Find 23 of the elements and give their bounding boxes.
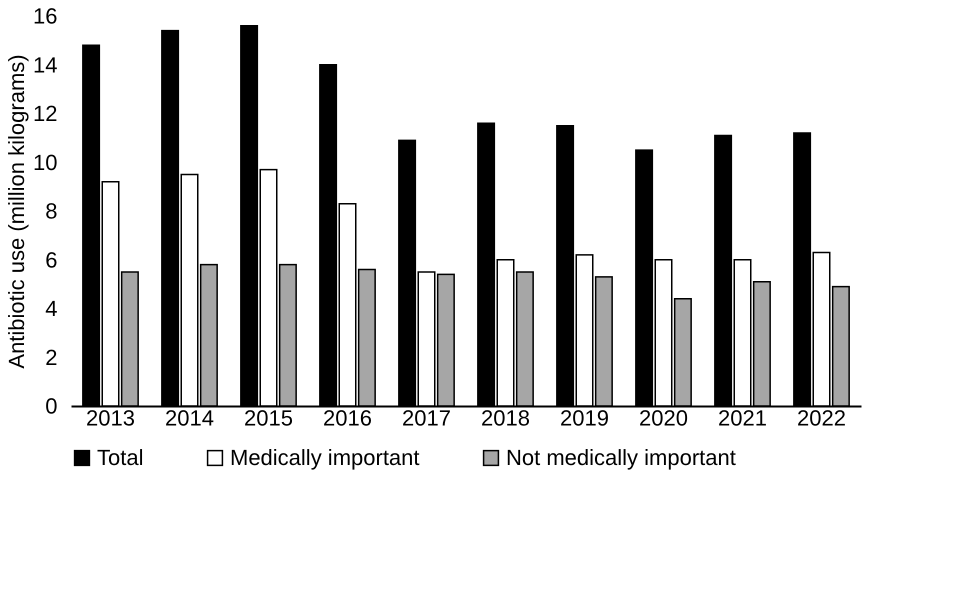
x-tick-label: 2022: [797, 406, 846, 430]
x-tick-label: 2018: [481, 406, 530, 430]
y-tick-label: 10: [33, 150, 58, 175]
x-tick-label: 2017: [402, 406, 451, 430]
y-tick-label: 4: [45, 296, 58, 321]
y-axis-title: Antibiotic use (million kilograms): [4, 54, 30, 369]
y-tick-label: 0: [45, 394, 58, 418]
y-tick-label: 12: [33, 101, 58, 126]
x-tick-label: 2014: [165, 406, 214, 430]
x-tick-label: 2013: [86, 406, 135, 430]
legend-label: Total: [97, 445, 144, 470]
y-tick-label: 6: [45, 247, 58, 272]
x-tick-label: 2021: [718, 406, 767, 430]
legend-label: Not medically important: [506, 445, 736, 470]
x-tick-label: 2015: [244, 406, 293, 430]
x-tick-label: 2019: [560, 406, 609, 430]
x-tick-label: 2020: [639, 406, 688, 430]
legend-label: Medically important: [230, 445, 420, 470]
y-tick-label: 2: [45, 344, 58, 370]
y-tick-label: 8: [45, 198, 58, 224]
y-tick-label: 16: [33, 4, 58, 28]
y-tick-label: 14: [33, 52, 58, 78]
x-tick-label: 2016: [323, 406, 372, 430]
